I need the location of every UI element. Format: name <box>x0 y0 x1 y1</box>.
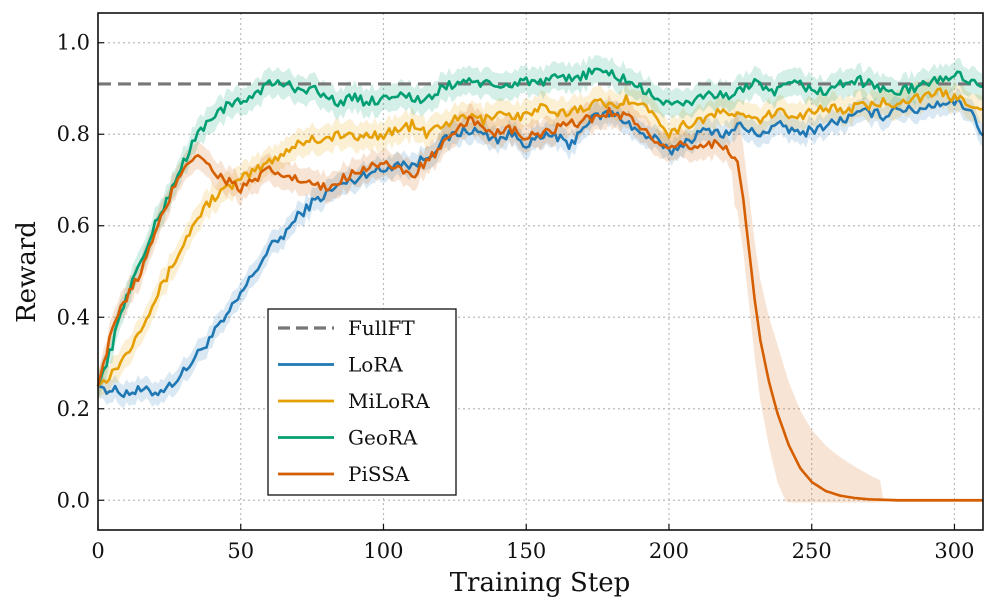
series-lines <box>96 67 984 502</box>
y-axis-title: Reward <box>12 221 42 323</box>
x-tick-label: 200 <box>649 539 689 563</box>
x-tick-label: 300 <box>934 539 974 563</box>
y-tick-label: 0.4 <box>57 305 90 329</box>
x-tick-label: 150 <box>506 539 546 563</box>
line-milora <box>97 87 984 387</box>
confidence-bands <box>98 54 983 503</box>
band-lora <box>98 87 983 409</box>
legend-label-pissa: PiSSA <box>348 462 410 486</box>
legend-label-fullft: FullFT <box>348 316 415 340</box>
x-tick-label: 0 <box>91 539 104 563</box>
legend-label-lora: LoRA <box>348 353 403 377</box>
band-milora <box>98 74 983 400</box>
x-axis-title: Training Step <box>450 568 631 598</box>
y-tick-label: 0.8 <box>57 122 90 146</box>
x-tick-label: 50 <box>227 539 254 563</box>
plot-frame <box>97 12 984 531</box>
line-pissa <box>96 106 983 502</box>
x-tick-label: 100 <box>363 539 403 563</box>
legend-label-milora: MiLoRA <box>348 389 430 413</box>
y-tick-label: 1.0 <box>57 31 90 55</box>
y-tick-label: 0.6 <box>57 214 90 238</box>
y-tick-label: 0.2 <box>57 397 90 421</box>
legend-label-geora: GeoRA <box>348 426 418 450</box>
legend: FullFT LoRA MiLoRA GeoRA PiSSA <box>267 308 457 496</box>
band-pissa <box>98 94 983 503</box>
y-tick-label: 0.0 <box>57 488 90 512</box>
x-tick-label: 250 <box>792 539 832 563</box>
band-geora <box>98 54 983 400</box>
axis-ticks: 0 50 100 150 200 250 300 0.0 0.2 0.4 0.6 0.8 1.0 <box>57 31 975 563</box>
line-geora <box>96 67 984 387</box>
